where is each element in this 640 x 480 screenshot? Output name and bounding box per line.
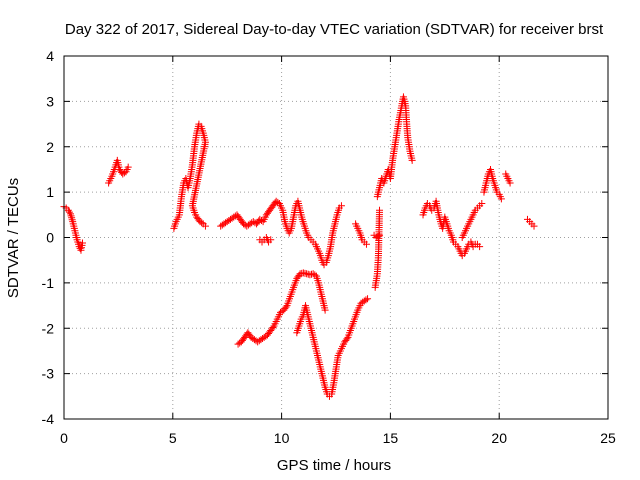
- data-point: [476, 243, 484, 251]
- chart-title: Day 322 of 2017, Sidereal Day-to-day VTE…: [65, 21, 604, 38]
- data-point: [376, 231, 384, 239]
- data-point: [78, 239, 86, 247]
- data-point: [497, 195, 505, 203]
- data-point: [201, 222, 209, 230]
- x-tick-label: 25: [600, 430, 616, 446]
- data-point: [64, 206, 72, 214]
- x-tick-label: 15: [383, 430, 399, 446]
- data-series: [60, 93, 538, 400]
- x-tick-label: 0: [60, 430, 68, 446]
- data-point: [343, 335, 351, 343]
- x-tick-label: 5: [169, 430, 177, 446]
- y-tick-label: -1: [42, 275, 55, 291]
- data-point: [124, 163, 132, 171]
- data-point: [68, 216, 76, 224]
- grid: [64, 56, 608, 419]
- data-point: [364, 295, 372, 303]
- data-point: [362, 296, 370, 304]
- data-point: [198, 219, 206, 227]
- data-point: [506, 179, 514, 187]
- x-tick-label: 10: [274, 430, 290, 446]
- data-point: [65, 208, 73, 216]
- y-tick-label: 4: [46, 48, 54, 64]
- data-point: [374, 232, 382, 240]
- data-point: [282, 303, 290, 311]
- y-tick-label: 1: [46, 184, 54, 200]
- data-point: [269, 323, 277, 331]
- y-tick-label: 0: [46, 230, 54, 246]
- data-point: [321, 306, 329, 314]
- y-tick-label: 2: [46, 139, 54, 155]
- data-point: [408, 156, 416, 164]
- data-point: [362, 240, 370, 248]
- x-axis-label: GPS time / hours: [277, 457, 391, 474]
- y-tick-label: -3: [42, 366, 55, 382]
- data-point: [267, 236, 275, 244]
- y-tick-label: 3: [46, 93, 54, 109]
- data-point: [530, 222, 538, 230]
- data-point: [478, 199, 486, 207]
- data-point: [337, 202, 345, 210]
- axes: 0 5 10 15 20 25 -4 -3 -2 -1 0 1 2 3 4: [42, 48, 616, 446]
- y-tick-label: -4: [42, 411, 55, 427]
- data-point: [376, 206, 384, 214]
- y-axis-label: SDTVAR / TECUs: [5, 178, 22, 298]
- y-tick-label: -2: [42, 320, 55, 336]
- x-tick-label: 20: [491, 430, 507, 446]
